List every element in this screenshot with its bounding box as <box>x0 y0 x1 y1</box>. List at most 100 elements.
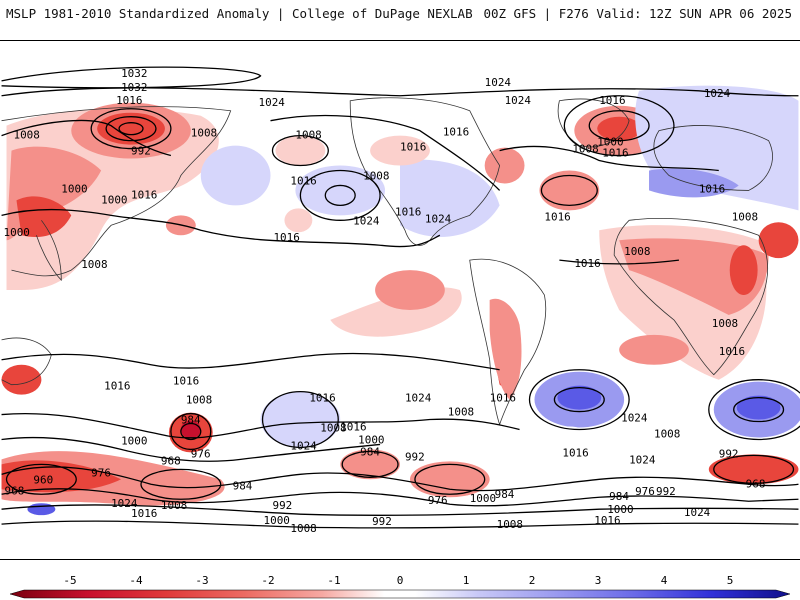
isobar-label: 1024 <box>684 506 711 519</box>
isobar-label: 1008 <box>191 127 217 140</box>
isobar-label: 1008 <box>161 499 187 512</box>
isobar-label: 1000 <box>597 136 623 149</box>
isobar-label: 992 <box>405 450 425 463</box>
isobar-label: 1008 <box>295 129 321 142</box>
isobar-label: 984 <box>360 445 380 458</box>
isobar-label: 1016 <box>443 126 469 139</box>
neg-anomaly-safrica <box>619 334 689 365</box>
isobar-label: 1000 <box>4 226 30 239</box>
isobar-label: 1024 <box>259 96 286 109</box>
model-run-info: 00Z GFS | F276 Valid: 12Z SUN APR 06 202… <box>483 6 792 21</box>
neg-anomaly-so-2 <box>340 449 400 480</box>
colorbar-tick-label: 0 <box>397 574 404 587</box>
isobar-label: 976 <box>428 494 448 507</box>
isobar-label: 1000 <box>607 503 633 516</box>
isobar-label: 1016 <box>395 205 421 218</box>
isobar-label: 984 <box>609 490 629 503</box>
neg-anomaly-ethiopia <box>729 245 758 296</box>
colorbar-gradient <box>9 589 791 599</box>
pos-anomaly-so-ring <box>551 426 588 443</box>
colorbar-tick-label: -1 <box>327 574 340 587</box>
isobar-label: 1016 <box>104 380 130 393</box>
neg-anomaly-africa-core <box>619 238 769 315</box>
colorbar: -5 -4 -3 -2 -1 0 1 2 3 4 5 <box>9 574 791 599</box>
isobar-label: 1016 <box>719 345 745 358</box>
map-title: MSLP 1981-2010 Standardized Anomaly | Co… <box>6 6 473 21</box>
isobar-label: 984 <box>181 414 201 427</box>
pos-anomaly-satl-core <box>557 385 602 410</box>
isobar-label: 1032 <box>121 67 147 80</box>
isobar-label: 1000 <box>121 434 147 447</box>
colorbar-tick-label: 5 <box>727 574 734 587</box>
isobar-label: 1016 <box>544 210 570 223</box>
isobar-label: 1024 <box>704 87 731 100</box>
isobar-label: 1000 <box>470 492 496 505</box>
coast-india <box>36 220 62 282</box>
anomaly-map: 1032 1032 1016 1008 1024 1008 1024 1016 … <box>0 40 800 560</box>
isobar-label: 1008 <box>654 427 680 440</box>
neg-anomaly-siberia-core <box>97 112 165 145</box>
isobar-label: 1024 <box>290 439 317 452</box>
neg-anomaly-natl <box>484 147 525 184</box>
isobar-label: 1016 <box>602 147 628 160</box>
isobar-label-group: 1032 1032 1016 1008 1024 1008 1024 1016 … <box>4 67 766 535</box>
isobar-label: 1008 <box>497 518 523 531</box>
isobar-label: 1024 <box>621 412 648 425</box>
neg-anomaly-arabia <box>758 222 799 259</box>
isobar-label: 1024 <box>111 497 138 510</box>
isobar-label: 1000 <box>264 514 290 527</box>
isobar-label: 1016 <box>116 94 142 107</box>
isobar-label: 1008 <box>712 317 738 330</box>
isobar-label: 1032 <box>121 81 147 94</box>
isobar-label: 1024 <box>485 76 512 89</box>
isobar-label: 1016 <box>599 94 625 107</box>
isobar-label: 1000 <box>358 433 384 446</box>
neg-anomaly-npac-2 <box>284 208 313 233</box>
isobar-label: 1024 <box>505 94 532 107</box>
isobar-label: 1024 <box>405 392 432 405</box>
isobar-label: 992 <box>131 145 151 158</box>
colorbar-tick-label: 3 <box>595 574 602 587</box>
neg-anomaly-so-4 <box>708 454 799 485</box>
neg-anomaly-asia-strong <box>16 196 72 238</box>
isobar-label: 1008 <box>186 394 212 407</box>
isobar-label: 968 <box>5 484 25 497</box>
isobar-label: 1016 <box>273 231 299 244</box>
colorbar-tick-label: 2 <box>529 574 536 587</box>
isobar-label: 1008 <box>81 258 107 271</box>
isobar-label: 992 <box>656 485 676 498</box>
isobar-label: 992 <box>719 447 739 460</box>
isobar-label: 1008 <box>624 245 650 258</box>
coast-africa <box>613 218 769 376</box>
isobar-label: 1008 <box>572 143 598 156</box>
isobar-label: 968 <box>746 477 766 490</box>
colorbar-tick-label: 1 <box>463 574 470 587</box>
colorbar-tick-label: 4 <box>661 574 668 587</box>
isobar-label: 1016 <box>340 420 366 433</box>
isobar-label: 976 <box>191 447 211 460</box>
isobar-label: 1016 <box>699 182 725 195</box>
pos-anomaly-europe-core <box>649 168 739 198</box>
isobar-label: 1000 <box>101 193 127 206</box>
isobars <box>1 66 800 529</box>
coast-asia <box>1 106 232 277</box>
isobar-label: 1016 <box>131 188 157 201</box>
pos-anomaly-bering <box>200 145 271 206</box>
colorbar-tick-label: -3 <box>195 574 208 587</box>
colorbar-tick-label: -4 <box>129 574 143 587</box>
pos-anomaly-sio-core <box>736 395 781 420</box>
neg-anomaly-atl <box>539 170 600 211</box>
neg-anomaly-canada <box>370 135 430 166</box>
isobar-label: 1024 <box>425 212 452 225</box>
isobar-label: 1016 <box>400 141 426 154</box>
isobar-label: 1016 <box>562 446 588 459</box>
isobar-label: 1016 <box>173 375 199 388</box>
pos-anomaly-spac <box>260 391 341 448</box>
isobar-label: 1008 <box>13 129 39 142</box>
pos-anomaly-npac <box>295 165 386 216</box>
neg-anomaly-andes-faint <box>489 298 522 400</box>
isobar-label: 1008 <box>290 522 316 535</box>
isobar-label: 1008 <box>363 169 389 182</box>
isobar-label: 976 <box>91 466 111 479</box>
isobar-label: 1024 <box>629 453 656 466</box>
